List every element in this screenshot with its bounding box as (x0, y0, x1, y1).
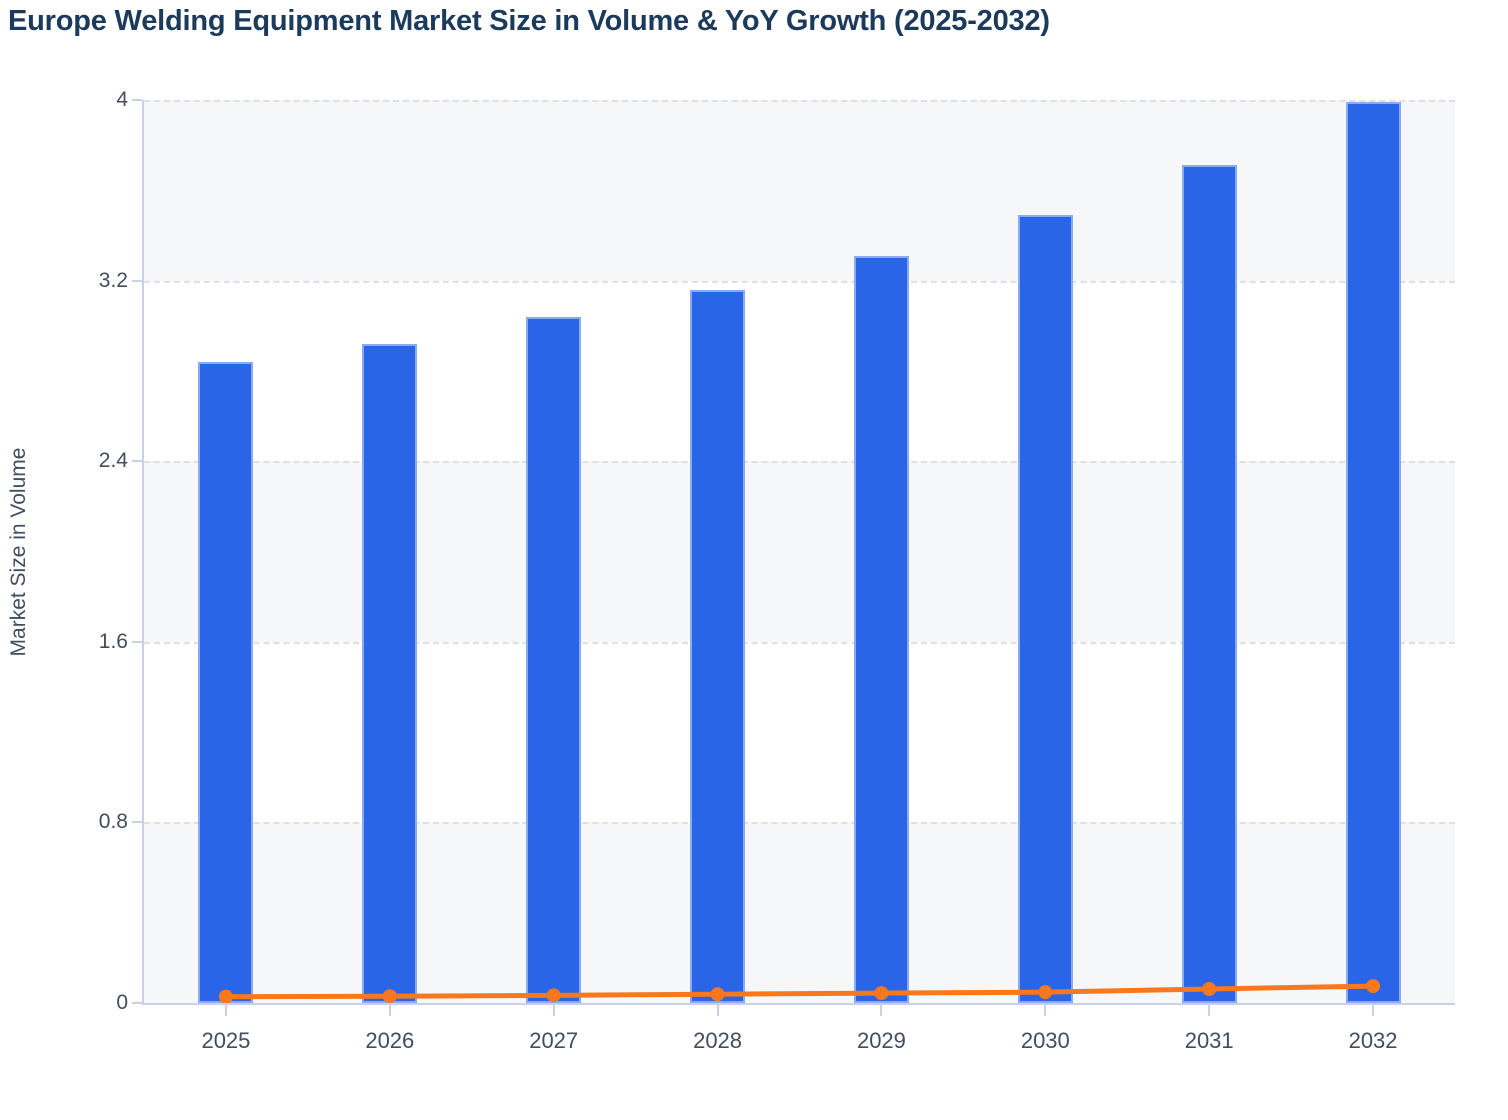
y-tick-label-4: 4 (116, 88, 128, 111)
line-marker-2029 (874, 986, 889, 1001)
x-tick-2026 (388, 1005, 391, 1016)
line-marker-2032 (1366, 979, 1381, 994)
x-tick-label-2031: 2031 (1184, 1028, 1234, 1053)
x-tick-label-2027: 2027 (529, 1028, 579, 1053)
plot-area (144, 100, 1455, 1004)
x-tick-2031 (1208, 1005, 1211, 1016)
gridline-1.6 (144, 641, 1455, 644)
x-tick-label-2028: 2028 (693, 1028, 743, 1053)
bar-2028 (690, 289, 746, 1003)
x-tick-2025 (224, 1005, 227, 1016)
gridline-4 (144, 100, 1455, 102)
line-marker-2026 (382, 989, 397, 1004)
y-tick-label-3.2: 3.2 (98, 268, 128, 292)
y-tick-label-0: 0 (116, 991, 128, 1014)
line-marker-2025 (218, 989, 233, 1004)
x-tick-2028 (716, 1005, 719, 1016)
y-tick-1.6 (132, 640, 142, 643)
gridline-3.2 (144, 280, 1455, 283)
line-marker-2031 (1202, 982, 1217, 997)
y-tick-2.4 (132, 460, 142, 463)
y-axis-line (142, 100, 144, 1005)
y-tick-4 (132, 99, 142, 101)
bar-2029 (853, 255, 909, 1003)
bar-2031 (1181, 165, 1237, 1003)
gridline-2.4 (144, 461, 1455, 464)
y-tick-label-0.8: 0.8 (98, 810, 128, 834)
x-tick-2030 (1044, 1005, 1047, 1016)
y-tick-0.8 (132, 821, 142, 824)
yoy-growth-line (223, 983, 1376, 1000)
line-marker-2028 (710, 987, 725, 1002)
line-marker-2030 (1038, 985, 1053, 1000)
bar-2025 (198, 361, 254, 1003)
x-tick-label-2025: 2025 (201, 1028, 251, 1053)
chart-title: Europe Welding Equipment Market Size in … (8, 5, 1050, 37)
line-marker-2027 (546, 988, 561, 1003)
x-axis-line (142, 1003, 1455, 1005)
x-tick-label-2032: 2032 (1348, 1028, 1398, 1053)
yoy-growth-line-layer (218, 979, 1381, 1004)
x-tick-label-2030: 2030 (1020, 1028, 1070, 1053)
bar-2030 (1017, 215, 1073, 1003)
x-tick-2032 (1372, 1005, 1375, 1016)
bar-2027 (526, 316, 582, 1003)
y-tick-3.2 (132, 279, 142, 282)
y-tick-label-1.6: 1.6 (98, 629, 128, 653)
bar-2032 (1345, 102, 1401, 1003)
bar-2026 (362, 343, 418, 1003)
y-tick-0 (132, 1002, 142, 1004)
x-tick-label-2029: 2029 (856, 1028, 906, 1053)
x-tick-label-2026: 2026 (365, 1028, 415, 1053)
x-tick-2027 (552, 1005, 555, 1016)
x-tick-2029 (880, 1005, 883, 1016)
y-tick-label-2.4: 2.4 (98, 449, 128, 473)
y-axis-title: Market Size in Volume (7, 447, 30, 657)
gridline-0.8 (144, 822, 1455, 825)
